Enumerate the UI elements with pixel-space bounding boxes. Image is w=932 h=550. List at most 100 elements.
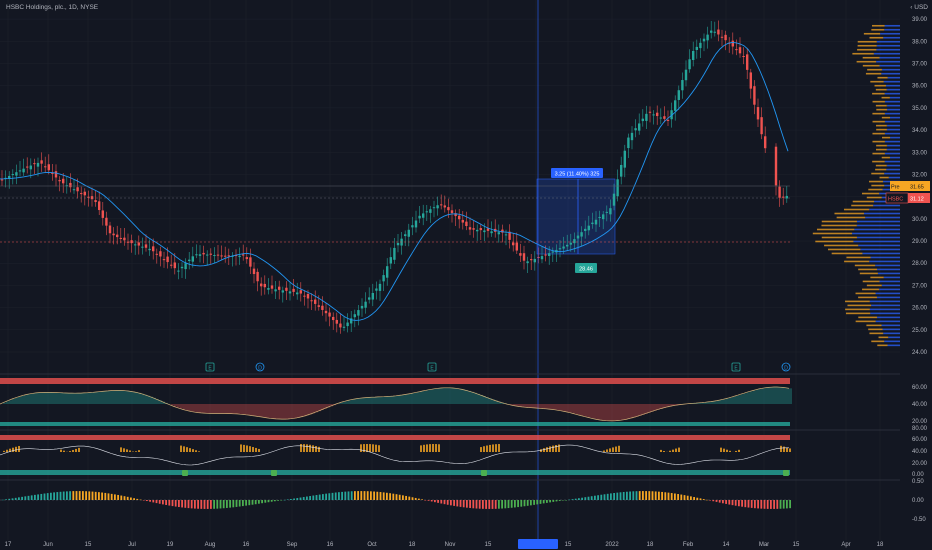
candle-body <box>375 288 378 291</box>
histogram-bar <box>536 500 539 505</box>
volume-profile-bar <box>877 76 888 79</box>
oscillator-bar <box>3 450 5 452</box>
volume-profile-bar <box>884 112 900 115</box>
histogram-bar <box>360 491 363 500</box>
volume-profile-bar <box>869 208 900 211</box>
candle-body <box>191 256 194 262</box>
oscillator-bar <box>543 448 545 452</box>
oscillator-fill <box>444 387 447 404</box>
volume-profile-bar <box>883 36 900 39</box>
volume-profile-bar <box>881 96 890 99</box>
candle-body <box>609 208 612 215</box>
oscillator-bar <box>120 447 122 452</box>
oscillator-fill <box>405 394 408 404</box>
candle-body <box>569 242 572 245</box>
candle-body <box>252 268 256 275</box>
oscillator-fill <box>270 404 273 419</box>
histogram-bar <box>158 500 161 504</box>
histogram-bar <box>706 499 708 501</box>
volume-profile-bar <box>871 304 900 307</box>
time-tick-label: Aug <box>205 542 216 548</box>
oscillator-bar <box>786 447 788 452</box>
histogram-bar <box>702 499 705 500</box>
histogram-bar <box>558 500 561 501</box>
histogram-bar <box>280 500 283 501</box>
histogram-bar <box>312 495 315 500</box>
volume-profile-bar <box>884 28 900 31</box>
oscillator-fill <box>618 404 621 421</box>
time-tick-label: 17 <box>5 542 12 548</box>
volume-profile-bar <box>886 168 900 171</box>
volume-profile-bar <box>875 264 900 267</box>
histogram-bar <box>491 500 494 509</box>
volume-profile-bar <box>884 140 900 143</box>
overbought-band <box>0 435 790 440</box>
histogram-bar <box>363 491 366 500</box>
price-axis[interactable]: 24.0025.0026.0027.0028.0029.0030.0031.00… <box>912 17 928 356</box>
histogram-panel: 0.50 0.00 -0.50 <box>0 479 926 523</box>
histogram-bar <box>315 495 318 500</box>
oscillator-fill <box>399 395 402 404</box>
time-axis[interactable]: 17Jun15Jul19Aug16Sep16Oct18Nov1503 Dec '… <box>5 539 884 549</box>
histogram-bar <box>190 500 193 509</box>
histogram-bar <box>338 492 340 500</box>
oscillator-bar <box>138 450 140 452</box>
oscillator-fill <box>66 392 69 404</box>
oscillator-bar <box>669 450 671 452</box>
oscillator-bar <box>783 446 785 452</box>
oscillator-bar <box>369 444 371 452</box>
volume-profile-bar <box>856 220 900 223</box>
oscillator-fill <box>282 404 285 420</box>
candle-body <box>33 163 36 165</box>
histogram-bar <box>674 493 676 500</box>
histogram-bar <box>779 500 782 509</box>
histogram-bar <box>283 499 286 501</box>
oscillator-bar <box>318 446 320 452</box>
histogram-bar <box>594 495 596 500</box>
volume-profile-bar <box>879 56 900 59</box>
candle-body <box>688 59 691 70</box>
oscillator-fill <box>477 393 480 404</box>
histogram-bar <box>293 498 295 500</box>
candle-body <box>479 228 482 231</box>
currency-label[interactable]: ‹ USD <box>910 4 928 11</box>
oscillator-fill <box>318 404 321 412</box>
histogram-bar <box>680 494 683 500</box>
histogram-bar <box>485 500 487 509</box>
oscillator-fill <box>732 396 735 404</box>
earnings-marker <box>427 362 437 372</box>
oscillator-fill <box>633 404 636 418</box>
oscillator-fill <box>750 391 753 404</box>
candle-body <box>468 227 472 230</box>
candle-body <box>137 242 140 246</box>
oscillator-fill <box>462 389 465 404</box>
oscillator-fill <box>39 392 42 404</box>
oscillator-fill <box>288 404 291 419</box>
oscillator-bar <box>378 445 380 452</box>
oscillator-fill <box>447 387 450 404</box>
histogram-bar <box>133 498 135 500</box>
oscillator-fill <box>243 404 246 415</box>
candle-body <box>274 289 277 292</box>
histogram-bar <box>235 500 238 507</box>
oscillator-fill <box>708 401 711 404</box>
oscillator-fill <box>60 392 63 404</box>
volume-profile-bar <box>852 232 900 235</box>
histogram-bar <box>53 492 55 500</box>
oscillator-fill <box>294 404 297 419</box>
oscillator-bar <box>255 447 257 452</box>
oscillator-fill <box>567 404 570 413</box>
candle-body <box>602 214 605 220</box>
oscillator-fill <box>789 388 792 404</box>
candle-body <box>209 253 212 255</box>
candle-body <box>245 257 248 260</box>
oscillator-fill <box>42 392 45 404</box>
oscillator-bar <box>60 449 62 452</box>
oscillator-bar <box>12 447 14 452</box>
crosshair-date-badge <box>518 539 558 549</box>
histogram-bar <box>610 493 612 500</box>
oscillator-bar <box>180 445 182 452</box>
candle-body <box>512 242 515 246</box>
